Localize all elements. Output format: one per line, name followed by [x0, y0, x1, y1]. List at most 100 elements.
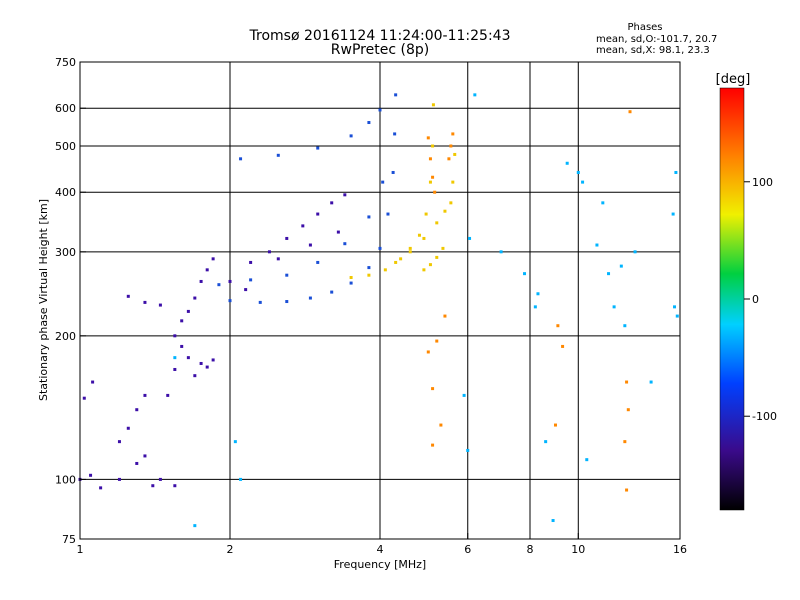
- data-point-o: [308, 243, 312, 247]
- colorbar-tick-label: 100: [752, 176, 773, 189]
- y-axis-label: Stationary phase Virtual Height [km]: [37, 199, 50, 401]
- data-point-o: [330, 201, 334, 205]
- axis-ticks-layer: 1 2 4 6 8 10 16 750 600 500 400 300 200 100 75: [55, 56, 687, 556]
- data-point-noise: [533, 305, 537, 309]
- chart-title-line2: RwPretec (8p): [330, 42, 430, 58]
- data-point-o: [239, 157, 243, 161]
- data-point-x: [428, 157, 432, 161]
- data-point-x: [408, 250, 412, 254]
- data-point-o: [158, 477, 162, 481]
- data-point-o: [244, 288, 248, 292]
- data-point-noise: [544, 440, 548, 444]
- data-point-x: [428, 180, 432, 184]
- data-point-o: [143, 300, 147, 304]
- data-point-o: [82, 396, 86, 400]
- x-tick-label: 6: [464, 543, 471, 556]
- data-points-layer: [78, 93, 679, 528]
- x-tick-label: 8: [527, 543, 534, 556]
- data-point-x: [408, 246, 412, 250]
- data-point-x: [556, 324, 560, 328]
- data-point-o: [199, 361, 203, 365]
- data-point-x: [451, 132, 455, 136]
- x-tick-label: 1: [77, 543, 84, 556]
- data-point-noise: [671, 212, 675, 216]
- data-point-noise: [576, 170, 580, 174]
- data-point-x: [428, 263, 432, 267]
- y-tick-label: 75: [62, 533, 76, 546]
- data-point-x: [431, 103, 435, 107]
- x-tick-label: 16: [673, 543, 687, 556]
- data-point-x: [349, 276, 353, 280]
- colorbar-ticks: 100 0 -100: [744, 176, 777, 423]
- data-point-o: [330, 290, 334, 294]
- data-point-o: [249, 278, 253, 282]
- y-tick-label: 400: [55, 186, 76, 199]
- data-point-o: [285, 236, 289, 240]
- data-point-o: [126, 294, 130, 298]
- data-point-noise: [499, 250, 503, 254]
- data-point-x: [441, 246, 445, 250]
- phase-legend-title: Phases: [627, 22, 663, 33]
- data-point-noise: [536, 292, 540, 296]
- data-point-noise: [233, 440, 237, 444]
- colorbar-tick-label: 0: [752, 293, 759, 306]
- data-point-noise: [623, 324, 627, 328]
- data-point-o: [143, 393, 147, 397]
- data-point-o: [143, 454, 147, 458]
- data-point-o: [193, 374, 197, 378]
- data-point-x: [431, 175, 435, 179]
- data-point-noise: [239, 477, 243, 481]
- data-point-x: [561, 344, 565, 348]
- data-point-x: [443, 209, 447, 213]
- y-tick-label: 200: [55, 330, 76, 343]
- data-point-x: [399, 257, 403, 261]
- data-point-x: [626, 408, 630, 412]
- data-point-noise: [649, 380, 653, 384]
- data-point-o: [394, 93, 398, 97]
- colorbar-tick-label: -100: [752, 410, 777, 423]
- data-point-o: [378, 108, 382, 112]
- data-point-o: [316, 212, 320, 216]
- data-point-x: [367, 273, 371, 277]
- data-point-x: [435, 339, 439, 343]
- data-point-noise: [466, 448, 470, 452]
- data-point-x: [435, 221, 439, 225]
- data-point-noise: [468, 236, 472, 240]
- y-tick-label: 100: [55, 473, 76, 486]
- data-point-o: [173, 367, 177, 371]
- data-point-o: [166, 393, 170, 397]
- x-tick-label: 10: [571, 543, 585, 556]
- data-point-x: [439, 423, 443, 427]
- data-point-x: [623, 440, 627, 444]
- data-point-o: [285, 273, 289, 277]
- data-point-o: [336, 230, 340, 234]
- data-point-noise: [612, 305, 616, 309]
- data-point-o: [173, 484, 177, 488]
- data-point-x: [417, 233, 421, 237]
- data-point-noise: [633, 250, 637, 254]
- data-point-x: [449, 201, 453, 205]
- data-point-o: [91, 380, 95, 384]
- y-tick-label: 300: [55, 246, 76, 259]
- colorbar-label: [deg]: [716, 72, 751, 87]
- chart-title-line1: Tromsø 20161124 11:24:00-11:25:43: [249, 28, 511, 44]
- data-point-x: [553, 423, 557, 427]
- colorbar: [719, 87, 745, 511]
- data-point-noise: [601, 201, 605, 205]
- data-point-noise: [173, 356, 177, 360]
- data-point-x: [422, 268, 426, 272]
- data-point-x: [453, 152, 457, 156]
- phase-legend-o-mode: mean, sd,O:-101.7, 20.7: [596, 34, 718, 45]
- data-point-o: [126, 426, 130, 430]
- y-tick-label: 600: [55, 102, 76, 115]
- data-point-o: [180, 319, 184, 323]
- data-point-x: [451, 180, 455, 184]
- data-point-o: [343, 242, 347, 246]
- data-point-o: [391, 170, 395, 174]
- data-point-o: [316, 146, 320, 150]
- data-point-o: [343, 193, 347, 197]
- data-point-noise: [607, 272, 611, 276]
- data-point-o: [349, 281, 353, 285]
- data-point-o: [135, 408, 139, 412]
- data-point-noise: [551, 519, 555, 523]
